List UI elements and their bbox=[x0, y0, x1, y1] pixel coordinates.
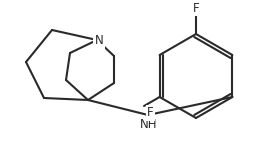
Text: F: F bbox=[147, 106, 153, 120]
Text: NH: NH bbox=[140, 117, 158, 131]
Text: F: F bbox=[193, 1, 199, 15]
Text: N: N bbox=[95, 35, 103, 47]
